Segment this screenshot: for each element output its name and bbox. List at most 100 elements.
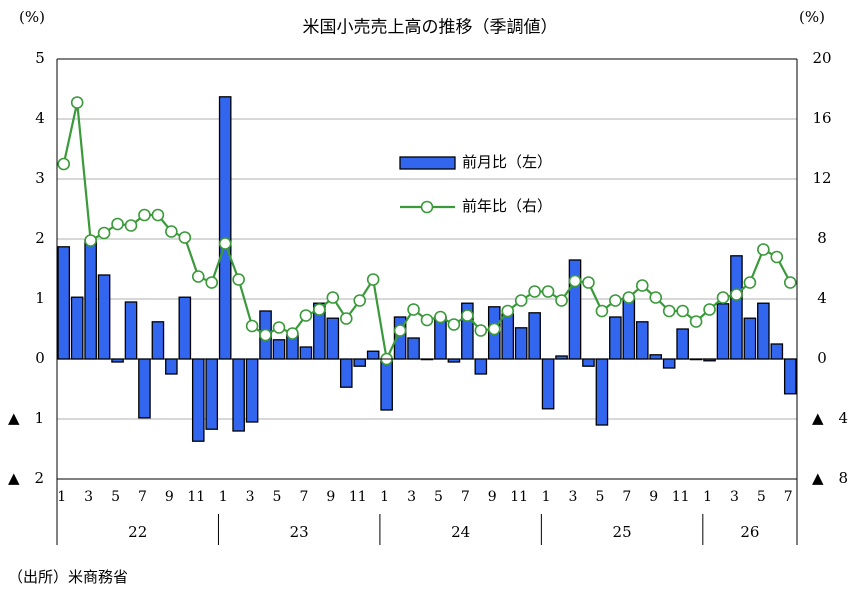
bar — [70, 296, 84, 360]
point — [420, 313, 434, 327]
y-tick-label: ▲ 1 — [8, 409, 44, 427]
point — [326, 291, 340, 304]
bar — [407, 337, 420, 360]
point — [434, 310, 447, 324]
point — [730, 288, 743, 301]
y2-tick-label: ▲ 8 — [812, 469, 848, 487]
point — [366, 273, 380, 286]
x-tick-label: 11 — [672, 489, 690, 505]
x-group-label: 23 — [290, 523, 309, 541]
point — [635, 279, 649, 292]
legend-label: 前月比（左） — [462, 153, 552, 171]
x-group-label: 26 — [740, 523, 759, 541]
chart-title: 米国小売売上高の推移（季調値） — [303, 18, 558, 38]
y2-tick-label: 16 — [812, 109, 831, 127]
y-tick-label: 3 — [35, 169, 45, 187]
bar — [178, 296, 192, 360]
x-tick-label: 3 — [569, 489, 578, 505]
x-tick-label: 11 — [349, 489, 367, 505]
x-tick-label: 5 — [757, 489, 766, 505]
bar — [326, 317, 340, 360]
point — [716, 291, 730, 304]
y-tick-label: 4 — [35, 109, 45, 127]
point — [541, 285, 555, 298]
y2-tick-label: 20 — [812, 49, 831, 67]
x-tick-label: 1 — [57, 489, 66, 505]
y-tick-label: 5 — [35, 49, 45, 67]
bar — [191, 358, 205, 442]
y-tick-label: 1 — [35, 289, 45, 307]
point — [286, 327, 299, 340]
bar — [205, 358, 219, 430]
y2-tick-label: ▲ 4 — [812, 409, 848, 427]
bar — [514, 327, 528, 360]
bar — [743, 317, 757, 360]
y2-tick-label: 4 — [817, 289, 827, 307]
point — [178, 231, 192, 244]
point — [568, 274, 582, 288]
x-tick-label: 1 — [542, 489, 551, 505]
legend-swatch — [420, 200, 434, 214]
point — [245, 319, 259, 333]
point — [609, 294, 622, 307]
x-tick-label: 7 — [784, 489, 793, 505]
bar — [97, 274, 111, 360]
x-tick-label: 7 — [622, 489, 631, 505]
point — [151, 208, 165, 222]
x-tick-label: 9 — [326, 489, 335, 505]
point — [138, 208, 151, 222]
point — [393, 324, 407, 337]
legend-label: 前年比（右） — [462, 197, 552, 215]
bar — [245, 358, 259, 423]
point — [528, 285, 541, 298]
bar — [662, 358, 676, 369]
point — [487, 322, 501, 336]
point — [165, 225, 178, 238]
bar — [716, 303, 730, 360]
bar — [272, 339, 286, 360]
x-tick-label: 3 — [246, 489, 255, 505]
bar — [380, 358, 393, 411]
point — [555, 294, 568, 307]
bar — [622, 297, 636, 360]
y2-tick-label: 8 — [817, 229, 827, 247]
x-tick-label: 7 — [299, 489, 308, 505]
point — [447, 318, 461, 331]
y-tick-label: 0 — [35, 349, 45, 367]
point — [676, 304, 689, 318]
point — [461, 309, 474, 322]
x-tick-label: 9 — [488, 489, 497, 505]
bar — [84, 239, 97, 360]
y2-tick-label: 0 — [817, 349, 827, 367]
point — [97, 226, 111, 240]
x-tick-label: 11 — [510, 489, 528, 505]
x-tick-label: 9 — [649, 489, 658, 505]
bar — [151, 321, 165, 360]
bar — [165, 358, 178, 375]
point — [70, 96, 84, 109]
x-tick-label: 1 — [703, 489, 712, 505]
bar — [783, 358, 797, 395]
legend-swatch — [399, 156, 456, 170]
bar — [595, 358, 609, 426]
x-tick-label: 5 — [111, 489, 120, 505]
x-tick-label: 5 — [595, 489, 604, 505]
point — [622, 291, 636, 304]
bar — [124, 301, 138, 360]
point — [339, 312, 353, 325]
point — [743, 276, 757, 289]
point — [353, 294, 367, 307]
x-tick-label: 5 — [273, 489, 282, 505]
x-group-label: 22 — [128, 523, 147, 541]
x-tick-label: 3 — [730, 489, 739, 505]
x-tick-label: 1 — [380, 489, 389, 505]
point — [272, 321, 286, 334]
point — [703, 303, 716, 316]
bar — [730, 255, 743, 360]
bar — [770, 343, 784, 360]
point — [501, 304, 515, 318]
y-tick-label: ▲ 2 — [8, 469, 44, 487]
x-tick-label: 11 — [187, 489, 205, 505]
point — [259, 328, 272, 342]
